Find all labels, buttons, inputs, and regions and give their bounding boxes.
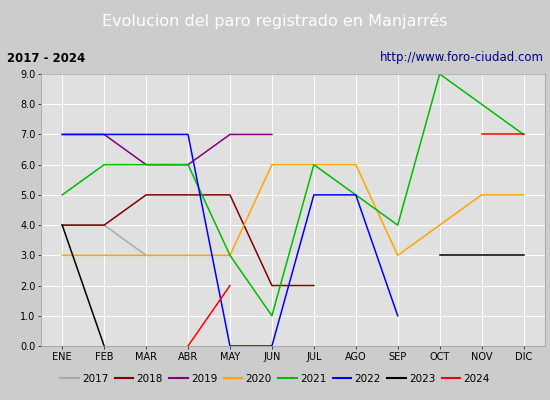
Text: Evolucion del paro registrado en Manjarrés: Evolucion del paro registrado en Manjarr… <box>102 13 448 29</box>
Text: http://www.foro-ciudad.com: http://www.foro-ciudad.com <box>379 52 543 64</box>
Legend: 2017, 2018, 2019, 2020, 2021, 2022, 2023, 2024: 2017, 2018, 2019, 2020, 2021, 2022, 2023… <box>56 370 494 388</box>
Text: 2017 - 2024: 2017 - 2024 <box>7 52 85 64</box>
